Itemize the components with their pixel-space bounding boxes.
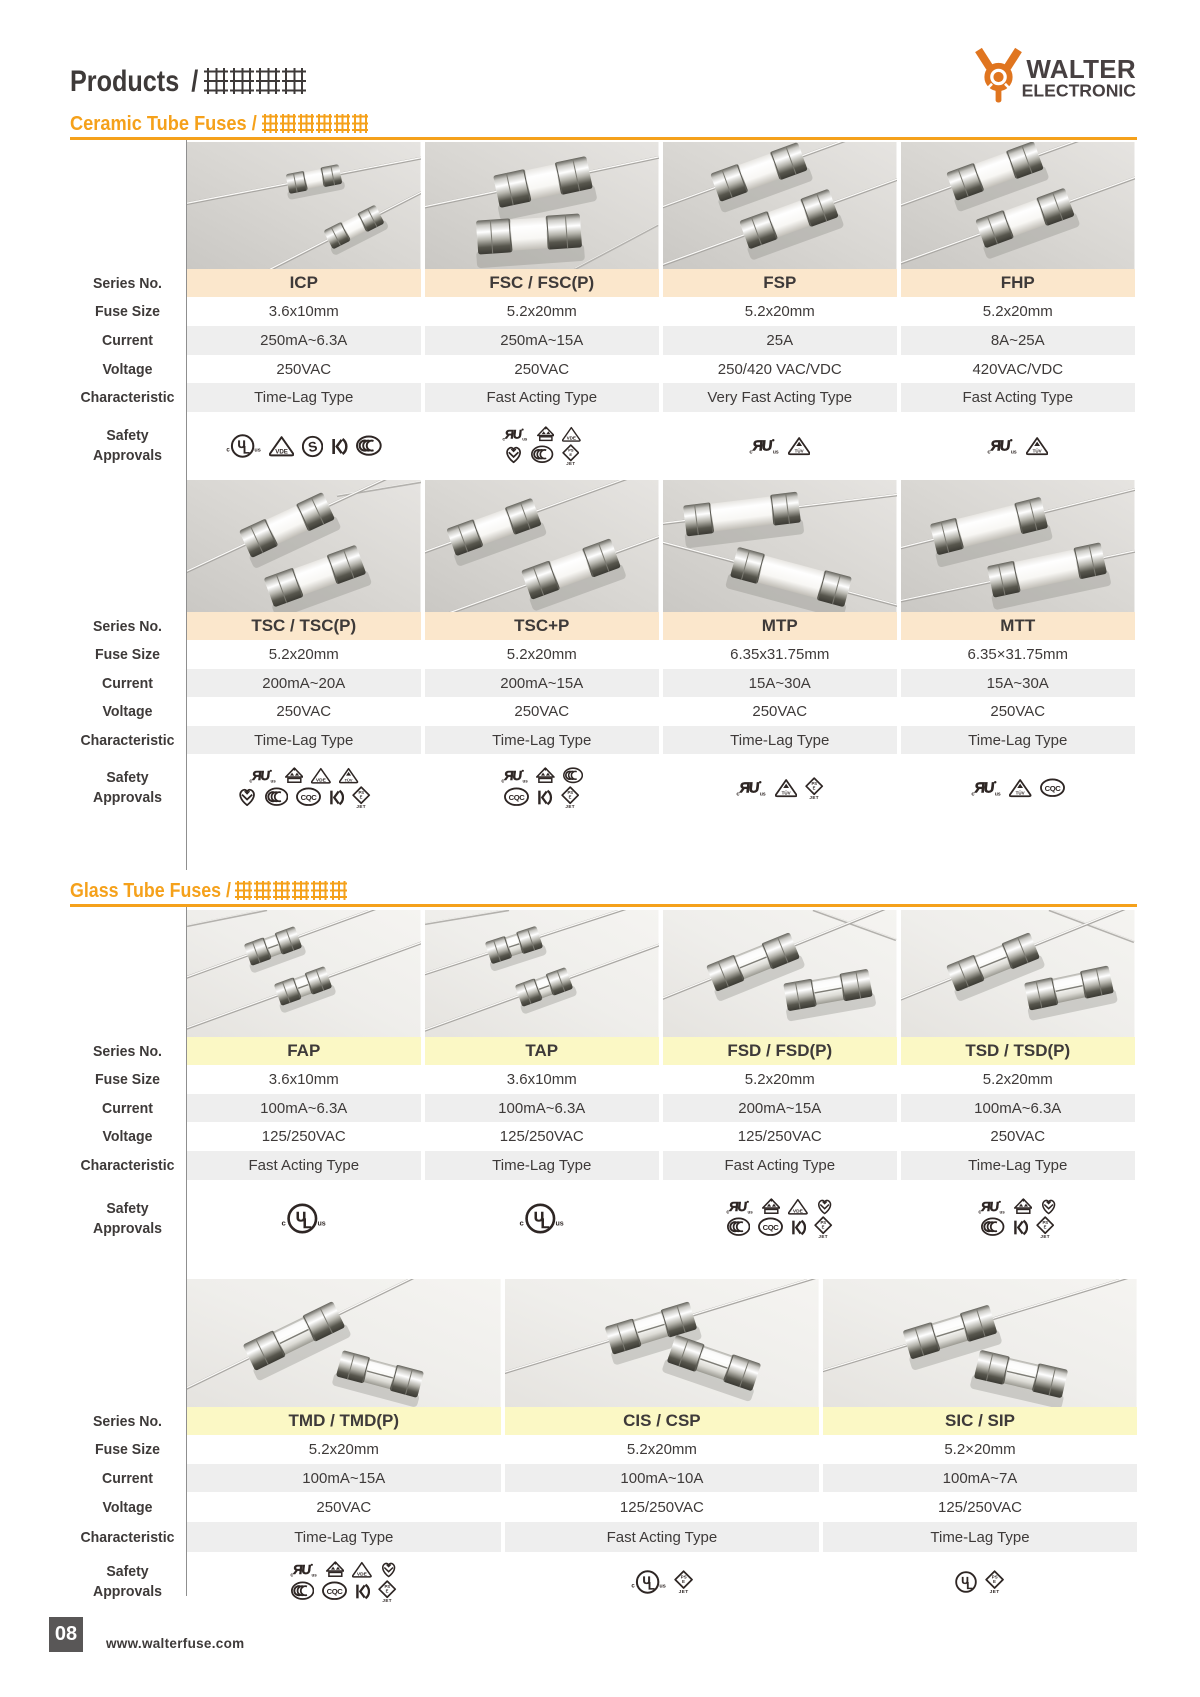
svg-text:WALTER: WALTER bbox=[1026, 54, 1136, 84]
svg-text:ELECTRONIC: ELECTRONIC bbox=[1022, 81, 1137, 101]
